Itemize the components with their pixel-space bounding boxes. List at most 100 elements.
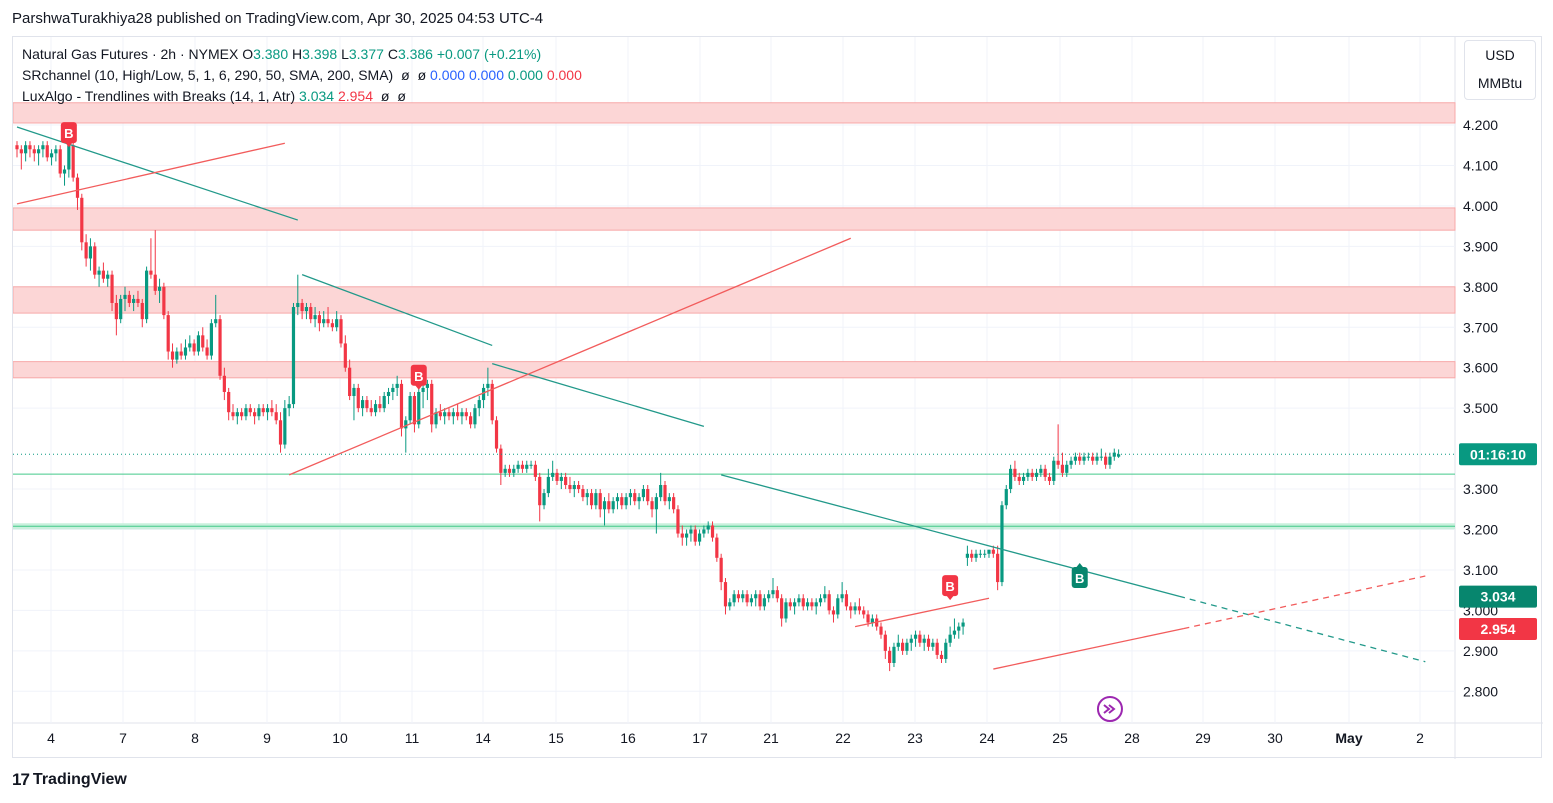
candle-body <box>326 319 330 324</box>
srchannel-label[interactable]: SRchannel (10, High/Low, 5, 1, 6, 290, 5… <box>22 67 394 83</box>
candle-body <box>196 335 201 352</box>
legend-luxalgo-row[interactable]: LuxAlgo - Trendlines with Breaks (14, 1,… <box>22 86 582 107</box>
candle-body <box>896 642 900 647</box>
luxalgo-label[interactable]: LuxAlgo - Trendlines with Breaks (14, 1,… <box>22 88 296 104</box>
candle-body <box>205 347 209 356</box>
candle-body <box>499 448 503 473</box>
x-tick-label: 4 <box>47 730 55 746</box>
resistance-zone <box>13 286 1456 314</box>
open-value: 3.380 <box>253 46 289 62</box>
luxalgo-nan-1: ø <box>380 88 390 104</box>
candle-body <box>983 553 987 555</box>
candle-body <box>823 594 827 599</box>
candle-body <box>732 594 736 603</box>
legend-symbol-row[interactable]: Natural Gas Futures · 2h · NYMEX O3.380 … <box>22 44 582 65</box>
break-signal-box <box>942 575 959 597</box>
candle-body <box>883 634 887 651</box>
candle-body <box>434 412 438 425</box>
candle-body <box>291 307 296 405</box>
candle-body <box>676 509 680 534</box>
tradingview-logo-mark: 17 <box>12 770 30 789</box>
candle-body <box>261 408 265 413</box>
candle-body <box>1086 456 1090 458</box>
tradingview-brand: TradingView <box>32 771 127 788</box>
candle-body <box>818 598 823 603</box>
candle-body <box>114 302 118 320</box>
candle-body <box>628 493 633 498</box>
candle-body <box>926 638 931 647</box>
candle-body <box>814 602 818 607</box>
candle-body <box>278 420 283 445</box>
y-tick-label: 3.200 <box>1463 522 1498 538</box>
candle-body <box>227 391 231 413</box>
chart-frame[interactable]: 4.200 4.100 4.000 3.900 3.800 3.700 3.600 3.500… <box>12 36 1543 759</box>
price-chart[interactable]: 4.200 4.100 4.000 3.900 3.800 3.700 3.600 3.500… <box>13 37 1543 759</box>
tradingview-logo[interactable]: 17 TradingView <box>12 770 127 790</box>
candle-body <box>41 145 45 150</box>
srchannel-value-2: 0.000 <box>468 67 504 83</box>
candle-body <box>948 634 952 643</box>
candle-body <box>836 598 840 615</box>
candle-body <box>71 145 75 178</box>
candle-body <box>892 646 896 663</box>
candle-body <box>542 493 546 506</box>
candle-body <box>97 270 101 275</box>
candle-body <box>810 602 814 607</box>
candle-body <box>494 420 499 449</box>
candle-body <box>32 149 36 154</box>
candle-body <box>348 367 352 397</box>
candle-body <box>106 274 110 279</box>
legend-srchannel-row[interactable]: SRchannel (10, High/Low, 5, 1, 6, 290, 5… <box>22 65 582 86</box>
candle-body <box>231 412 235 417</box>
candle-body <box>633 493 637 502</box>
candle-body <box>754 594 758 599</box>
candle-body <box>529 464 533 466</box>
candle-body <box>1099 456 1103 458</box>
candle-body <box>1117 454 1121 457</box>
symbol-label[interactable]: Natural Gas Futures · 2h · NYMEX <box>22 46 239 62</box>
close-value: 3.386 <box>397 46 433 62</box>
candle-body <box>866 614 870 623</box>
x-tick-label: 22 <box>835 730 851 746</box>
resistance-zone <box>13 207 1456 231</box>
candle-body <box>443 412 447 417</box>
candle-body <box>1078 456 1082 461</box>
candle-body <box>80 197 84 243</box>
currency-unit-selector[interactable]: USD MMBtu <box>1464 40 1536 100</box>
y-tick-label: 4.000 <box>1463 198 1498 214</box>
candle-body <box>870 618 874 623</box>
candle-body <box>624 497 628 506</box>
candle-body <box>598 493 602 510</box>
y-tick-label: 3.700 <box>1463 319 1498 335</box>
candle-body <box>853 606 857 611</box>
resistance-zone <box>13 361 1456 379</box>
candle-body <box>37 149 41 154</box>
candle-body <box>253 412 257 417</box>
candle-body <box>248 408 252 413</box>
candle-body <box>425 383 429 388</box>
candle-body <box>689 529 693 534</box>
break-signal-pointer <box>64 142 73 148</box>
break-signal-badge: B <box>942 575 959 601</box>
published-by-line: ParshwaTurakhiya28 published on TradingV… <box>12 10 544 27</box>
luxalgo-nan-2: ø <box>397 88 406 104</box>
candle-body <box>132 298 136 303</box>
y-tick-label: 2.900 <box>1463 643 1498 659</box>
candle-body <box>343 343 347 368</box>
y-tick-label: 4.200 <box>1463 117 1498 133</box>
candle-body <box>827 594 831 611</box>
candle-body <box>611 501 615 510</box>
candle-body <box>857 606 861 611</box>
high-key: H <box>292 46 303 62</box>
candle-body <box>944 642 948 659</box>
candle-body <box>175 351 179 360</box>
candle-body <box>1026 472 1030 477</box>
candle-body <box>382 396 386 409</box>
candle-body <box>218 319 222 376</box>
candle-body <box>1108 456 1112 465</box>
candle-body <box>581 489 585 498</box>
candle-body <box>577 485 581 490</box>
teal-trendline <box>1178 595 1426 663</box>
candle-body <box>546 476 550 494</box>
candle-body <box>257 408 261 417</box>
